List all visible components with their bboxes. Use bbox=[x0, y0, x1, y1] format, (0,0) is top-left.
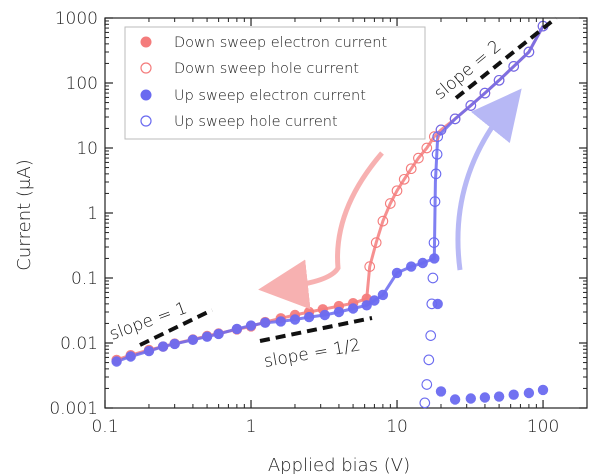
data-point bbox=[333, 306, 345, 318]
slope-1-guide bbox=[139, 308, 213, 347]
data-point bbox=[431, 148, 443, 160]
data-point bbox=[435, 386, 447, 397]
up-sweep-arrow bbox=[455, 88, 522, 271]
data-point bbox=[523, 46, 535, 58]
data-point bbox=[406, 261, 417, 272]
legend-label-down-electron: Down sweep electron current bbox=[174, 35, 387, 51]
legend-marker-up-hole bbox=[140, 115, 152, 127]
down-sweep-arrow bbox=[258, 151, 384, 310]
data-point bbox=[111, 356, 122, 367]
slope-half-guide bbox=[259, 316, 373, 343]
data-point bbox=[391, 185, 403, 197]
y-axis-label: Current (μA) bbox=[14, 159, 35, 270]
data-point bbox=[187, 334, 199, 345]
data-point bbox=[479, 392, 491, 403]
data-point bbox=[427, 272, 439, 284]
data-point bbox=[508, 389, 519, 400]
data-point bbox=[432, 298, 443, 310]
data-point bbox=[419, 397, 431, 409]
y-tick-label: 0.01 bbox=[60, 334, 98, 354]
x-tick-label: 100 bbox=[527, 417, 559, 437]
data-point bbox=[508, 61, 520, 72]
y-tick-label: 1 bbox=[87, 204, 98, 224]
slope-half-label: slope = 1/2 bbox=[262, 335, 362, 372]
ticks: 0.1 1 10 100 0.001 0.01 0.1 1 10 100 1000 bbox=[49, 9, 587, 437]
legend-label-up-electron: Up sweep electron current bbox=[174, 88, 366, 104]
data-point bbox=[465, 393, 476, 404]
data-point bbox=[429, 253, 440, 264]
data-point bbox=[384, 198, 396, 209]
data-point bbox=[435, 124, 447, 136]
legend: Down sweep electron current Down sweep h… bbox=[124, 26, 426, 140]
data-point bbox=[429, 196, 441, 207]
data-point bbox=[413, 152, 424, 164]
legend-marker-down-hole bbox=[140, 62, 152, 74]
data-point bbox=[423, 354, 435, 366]
data-point bbox=[432, 131, 444, 142]
data-point bbox=[347, 303, 359, 314]
data-point bbox=[370, 237, 382, 248]
x-tick-label: 1 bbox=[246, 417, 257, 437]
data-point bbox=[425, 330, 437, 341]
data-point bbox=[428, 237, 440, 248]
data-point bbox=[275, 316, 286, 327]
data-point bbox=[377, 289, 389, 301]
data-point bbox=[428, 131, 440, 142]
data-point bbox=[391, 267, 403, 279]
legend-marker-up-electron bbox=[140, 89, 152, 101]
slope-1-label: slope = 1 bbox=[107, 298, 190, 345]
data-point bbox=[369, 295, 380, 306]
y-tick-label: 100 bbox=[66, 74, 98, 94]
series-3 bbox=[419, 20, 549, 409]
data-point bbox=[493, 391, 505, 402]
y-tick-label: 0.001 bbox=[49, 399, 98, 419]
x-tick-label: 10 bbox=[386, 417, 408, 437]
y-tick-label: 1000 bbox=[55, 9, 98, 29]
data-point bbox=[449, 394, 461, 405]
series-group bbox=[111, 20, 549, 409]
data-point bbox=[523, 387, 535, 399]
legend-label-down-hole: Down sweep hole current bbox=[174, 61, 359, 77]
y-tick-label: 0.1 bbox=[71, 269, 98, 289]
data-point bbox=[421, 142, 433, 154]
legend-marker-down-electron bbox=[140, 36, 152, 48]
data-point bbox=[398, 173, 410, 185]
series-2 bbox=[111, 253, 549, 405]
data-point bbox=[537, 384, 549, 396]
slope-2-label: slope = 2 bbox=[430, 36, 505, 103]
x-axis-label: Applied bias (V) bbox=[268, 455, 410, 474]
data-point bbox=[213, 328, 224, 340]
x-tick-label: 0.1 bbox=[91, 417, 118, 437]
data-point bbox=[125, 351, 136, 362]
slope-2-guide bbox=[454, 16, 558, 100]
data-point bbox=[319, 309, 330, 321]
data-point bbox=[430, 168, 442, 180]
data-point bbox=[245, 320, 257, 331]
data-point bbox=[303, 311, 315, 323]
data-point bbox=[143, 345, 155, 357]
data-point bbox=[421, 379, 433, 390]
data-point bbox=[260, 317, 271, 328]
data-point bbox=[169, 338, 180, 350]
data-point bbox=[493, 74, 505, 86]
y-tick-label: 10 bbox=[76, 139, 98, 159]
data-point bbox=[289, 314, 301, 325]
data-point bbox=[157, 341, 169, 352]
data-point bbox=[426, 298, 438, 310]
legend-box bbox=[124, 26, 426, 140]
legend-label-up-hole: Up sweep hole current bbox=[174, 114, 338, 130]
data-point bbox=[449, 113, 461, 125]
data-point bbox=[231, 323, 243, 335]
data-point bbox=[405, 163, 417, 175]
data-point bbox=[201, 331, 213, 342]
data-point bbox=[377, 215, 389, 227]
data-point bbox=[361, 300, 372, 311]
data-point bbox=[417, 257, 428, 269]
data-point bbox=[364, 261, 376, 272]
